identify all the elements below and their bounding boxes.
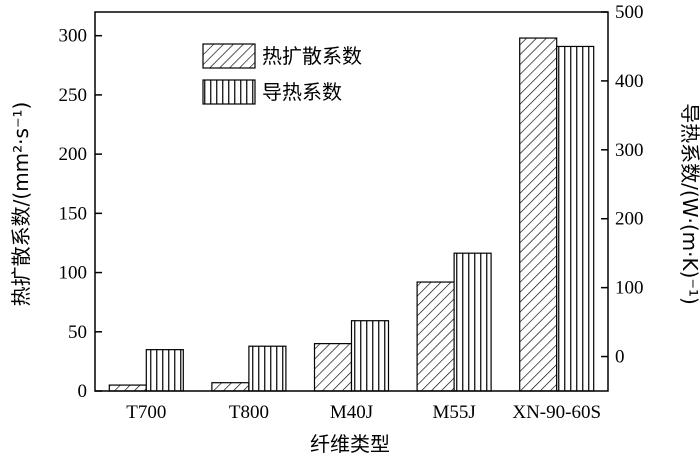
x-category-label: M55J xyxy=(432,402,475,423)
bar-series-2 xyxy=(145,349,184,392)
x-category-label: M40J xyxy=(330,402,373,423)
right-y-axis: 0 100 200 300 400 500 xyxy=(601,2,644,368)
left-y-axis: 0 50 100 150 200 250 300 xyxy=(59,26,102,402)
bar-series-1 xyxy=(211,382,250,392)
bar-series-1 xyxy=(313,343,353,392)
x-category-label: XN-90-60S xyxy=(512,402,601,423)
left-tick-label: 100 xyxy=(59,263,88,284)
right-tick-label: 100 xyxy=(615,278,644,299)
bar-series-2 xyxy=(453,252,492,392)
bar-series-1 xyxy=(519,37,558,392)
left-tick-label: 150 xyxy=(59,203,88,224)
right-tick-label: 400 xyxy=(615,71,644,92)
left-tick-label: 50 xyxy=(68,322,87,343)
left-tick-label: 200 xyxy=(59,144,88,165)
right-tick-label: 0 xyxy=(615,347,625,368)
x-category-label: T700 xyxy=(126,402,166,423)
legend-label-series-2: 导热系数 xyxy=(262,80,342,104)
right-tick-label: 500 xyxy=(615,2,644,23)
legend: 热扩散系数 导热系数 xyxy=(202,43,362,105)
bar-series-1 xyxy=(108,384,147,392)
right-tick-label: 300 xyxy=(615,140,644,161)
legend-swatch-series-1 xyxy=(202,43,256,69)
left-tick-label: 0 xyxy=(78,381,88,402)
left-tick-label: 250 xyxy=(59,85,88,106)
left-y-axis-title: 热扩散系数/(mm²·s⁻¹) xyxy=(9,102,33,307)
bars-layer xyxy=(108,37,595,392)
right-tick-label: 200 xyxy=(615,209,644,230)
x-axis-title: 纤维类型 xyxy=(310,432,390,456)
bar-series-2 xyxy=(248,345,287,392)
bar-series-1 xyxy=(416,281,455,392)
x-category-label: T800 xyxy=(229,402,269,423)
legend-label-series-1: 热扩散系数 xyxy=(262,44,362,68)
bar-series-2 xyxy=(556,45,595,392)
right-y-axis-title: 导热系数/(W·(m·K)⁻¹) xyxy=(678,103,700,305)
plot-frame xyxy=(94,11,609,392)
bar-series-2 xyxy=(350,320,390,392)
left-tick-label: 300 xyxy=(59,26,88,47)
legend-swatch-series-2 xyxy=(202,79,256,105)
x-axis: T700 T800 M40J M55J XN-90-60S xyxy=(126,402,601,423)
